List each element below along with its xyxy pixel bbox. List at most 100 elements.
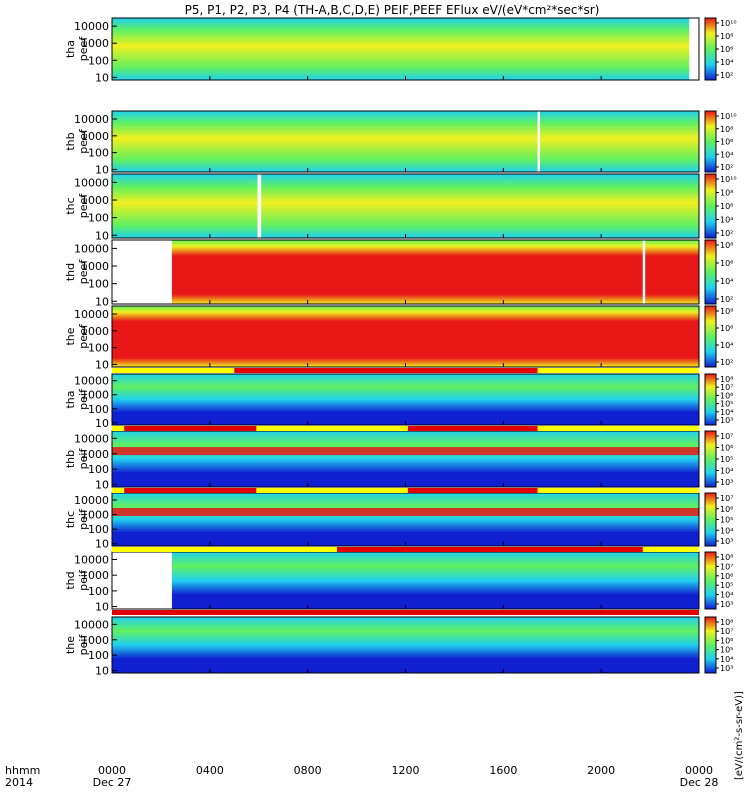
colorbar-tick-label: 10³: [720, 664, 733, 673]
panel-ylabel-product: peef: [77, 193, 90, 219]
colorbar-tick-label: 10⁶: [720, 391, 733, 400]
y-tick-label: 100: [88, 342, 109, 355]
y-tick-label: 10: [95, 601, 109, 614]
panel-ylabel-probe: thd: [64, 263, 77, 281]
colorbar-tick-label: 10⁸: [720, 307, 733, 316]
colorbar-tick-label: 10⁶: [720, 572, 733, 581]
colorbar-tick-label: 10⁵: [720, 646, 733, 655]
y-tick-label: 10000: [74, 375, 109, 388]
y-tick-label: 1000: [81, 448, 109, 461]
colorbar-tick-label: 10³: [720, 600, 733, 609]
y-tick-label: 1000: [81, 37, 109, 50]
panel-the-peef: 10 100 1000 10000 the peef 10⁸ 10⁶ 10⁴ 10²: [64, 305, 733, 371]
y-tick-label: 100: [88, 147, 109, 160]
panel-thb-peef: 10 100 1000 10000 thb peef 10¹⁰ 10⁸ 10⁶ 10⁴ 10²: [64, 110, 737, 176]
y-tick-label: 10000: [74, 176, 109, 189]
spectrogram-image: [171, 552, 699, 609]
colorbar: [704, 173, 717, 239]
spectrogram-image: [112, 111, 699, 172]
colorbar-tick-label: 10³: [720, 416, 733, 425]
y-tick-label: 100: [88, 463, 109, 476]
y-tick-label: 10: [95, 665, 109, 678]
colorbar-tick-label: 10⁶: [720, 202, 733, 211]
x-date-label: Dec 27: [93, 776, 132, 789]
colorbar-tick-label: 10⁵: [720, 581, 733, 590]
mode-bar-background: [112, 426, 699, 431]
y-tick-label: 10: [95, 295, 109, 308]
panel-ylabel-probe: thb: [64, 450, 77, 468]
colorbar-tick-label: 10⁴: [720, 526, 733, 535]
colorbar-tick-label: 10⁸: [720, 32, 733, 41]
panel-ylabel-product: peif: [77, 569, 90, 591]
y-tick-label: 10000: [74, 553, 109, 566]
colorbar-tick-label: 10⁶: [720, 444, 733, 453]
colorbar-tick-label: 10⁷: [720, 562, 733, 571]
spectrogram-image: [112, 431, 699, 487]
y-tick-label: 10000: [74, 20, 109, 33]
colorbar-tick-label: 10⁴: [720, 216, 733, 225]
colorbar-tick-label: 10⁶: [720, 324, 733, 333]
y-tick-label: 10000: [74, 113, 109, 126]
mode-bar-segment: [407, 488, 538, 493]
colorbar-tick-label: 10²: [720, 71, 733, 80]
panel-thd-peef: 10 100 1000 10000 thd peef 10⁸ 10⁶ 10⁴ 10²: [64, 239, 733, 308]
colorbar-tick-label: 10⁸: [720, 618, 733, 627]
colorbar: [704, 492, 717, 547]
x-axis-label-line2: 2014: [5, 776, 33, 789]
colorbar-tick-label: 10⁷: [720, 627, 733, 636]
colorbar-label: [eV/(cm²-s-sr-eV)]: [734, 691, 745, 780]
data-gap: [642, 240, 646, 304]
y-tick-label: 1000: [81, 509, 109, 522]
y-tick-label: 10: [95, 71, 109, 84]
y-tick-label: 10000: [74, 432, 109, 445]
colorbar-tick-label: 10³: [720, 478, 733, 487]
x-tick-label: 1200: [392, 764, 420, 777]
panel-ylabel-probe: thc: [64, 197, 77, 214]
colorbar: [704, 239, 717, 305]
colorbar-tick-label: 10⁸: [720, 241, 733, 250]
y-tick-label: 1000: [81, 389, 109, 402]
colorbar: [704, 305, 717, 368]
colorbar-tick-label: 10⁴: [720, 467, 733, 476]
colorbar-tick-label: 10⁴: [720, 655, 733, 664]
spectrogram-image: [112, 374, 699, 425]
panel-thc-peef: 10 100 1000 10000 thc peef 10¹⁰ 10⁸ 10⁶ 10⁴ 10²: [64, 173, 737, 242]
spectrogram-image: [171, 240, 699, 304]
panel-tha-peef: 10 100 1000 10000 tha peef 10¹⁰ 10⁸ 10⁶ 10⁴ 10²: [64, 17, 737, 84]
colorbar-tick-label: 10⁸: [720, 189, 733, 198]
colorbar: [704, 373, 717, 426]
panel-ylabel-probe: the: [64, 636, 77, 654]
y-tick-label: 10: [95, 417, 109, 430]
spectrogram-image: [112, 617, 699, 673]
chart-title: P5, P1, P2, P3, P4 (TH-A,B,C,D,E) PEIF,P…: [185, 3, 600, 17]
y-tick-label: 100: [88, 278, 109, 291]
panel-ylabel-product: peef: [77, 259, 90, 285]
panel-ylabel-product: peif: [77, 448, 90, 470]
panel-ylabel-probe: the: [64, 327, 77, 345]
y-tick-label: 100: [88, 212, 109, 225]
mode-bar-segment: [112, 610, 699, 615]
y-tick-label: 100: [88, 585, 109, 598]
colorbar-tick-label: 10⁴: [720, 150, 733, 159]
spectrogram-image: [112, 18, 699, 80]
panel-ylabel-product: peif: [77, 634, 90, 656]
colorbar-tick-label: 10⁷: [720, 494, 733, 503]
mode-bar-background: [112, 488, 699, 493]
y-tick-label: 10000: [74, 308, 109, 321]
y-tick-label: 1000: [81, 569, 109, 582]
energy-band: [112, 447, 699, 456]
panel-ylabel-probe: thd: [64, 571, 77, 589]
x-tick-label: 0400: [196, 764, 224, 777]
x-tick-label: 0800: [294, 764, 322, 777]
y-tick-label: 10000: [74, 494, 109, 507]
mode-bar-segment: [124, 426, 257, 431]
data-gap: [257, 174, 262, 238]
mode-bar: [112, 610, 699, 615]
mode-bar: [112, 488, 699, 493]
colorbar: [704, 110, 717, 173]
y-tick-label: 10000: [74, 618, 109, 631]
x-tick-label: 0000: [685, 764, 713, 777]
panel-ylabel-probe: tha: [64, 40, 77, 58]
